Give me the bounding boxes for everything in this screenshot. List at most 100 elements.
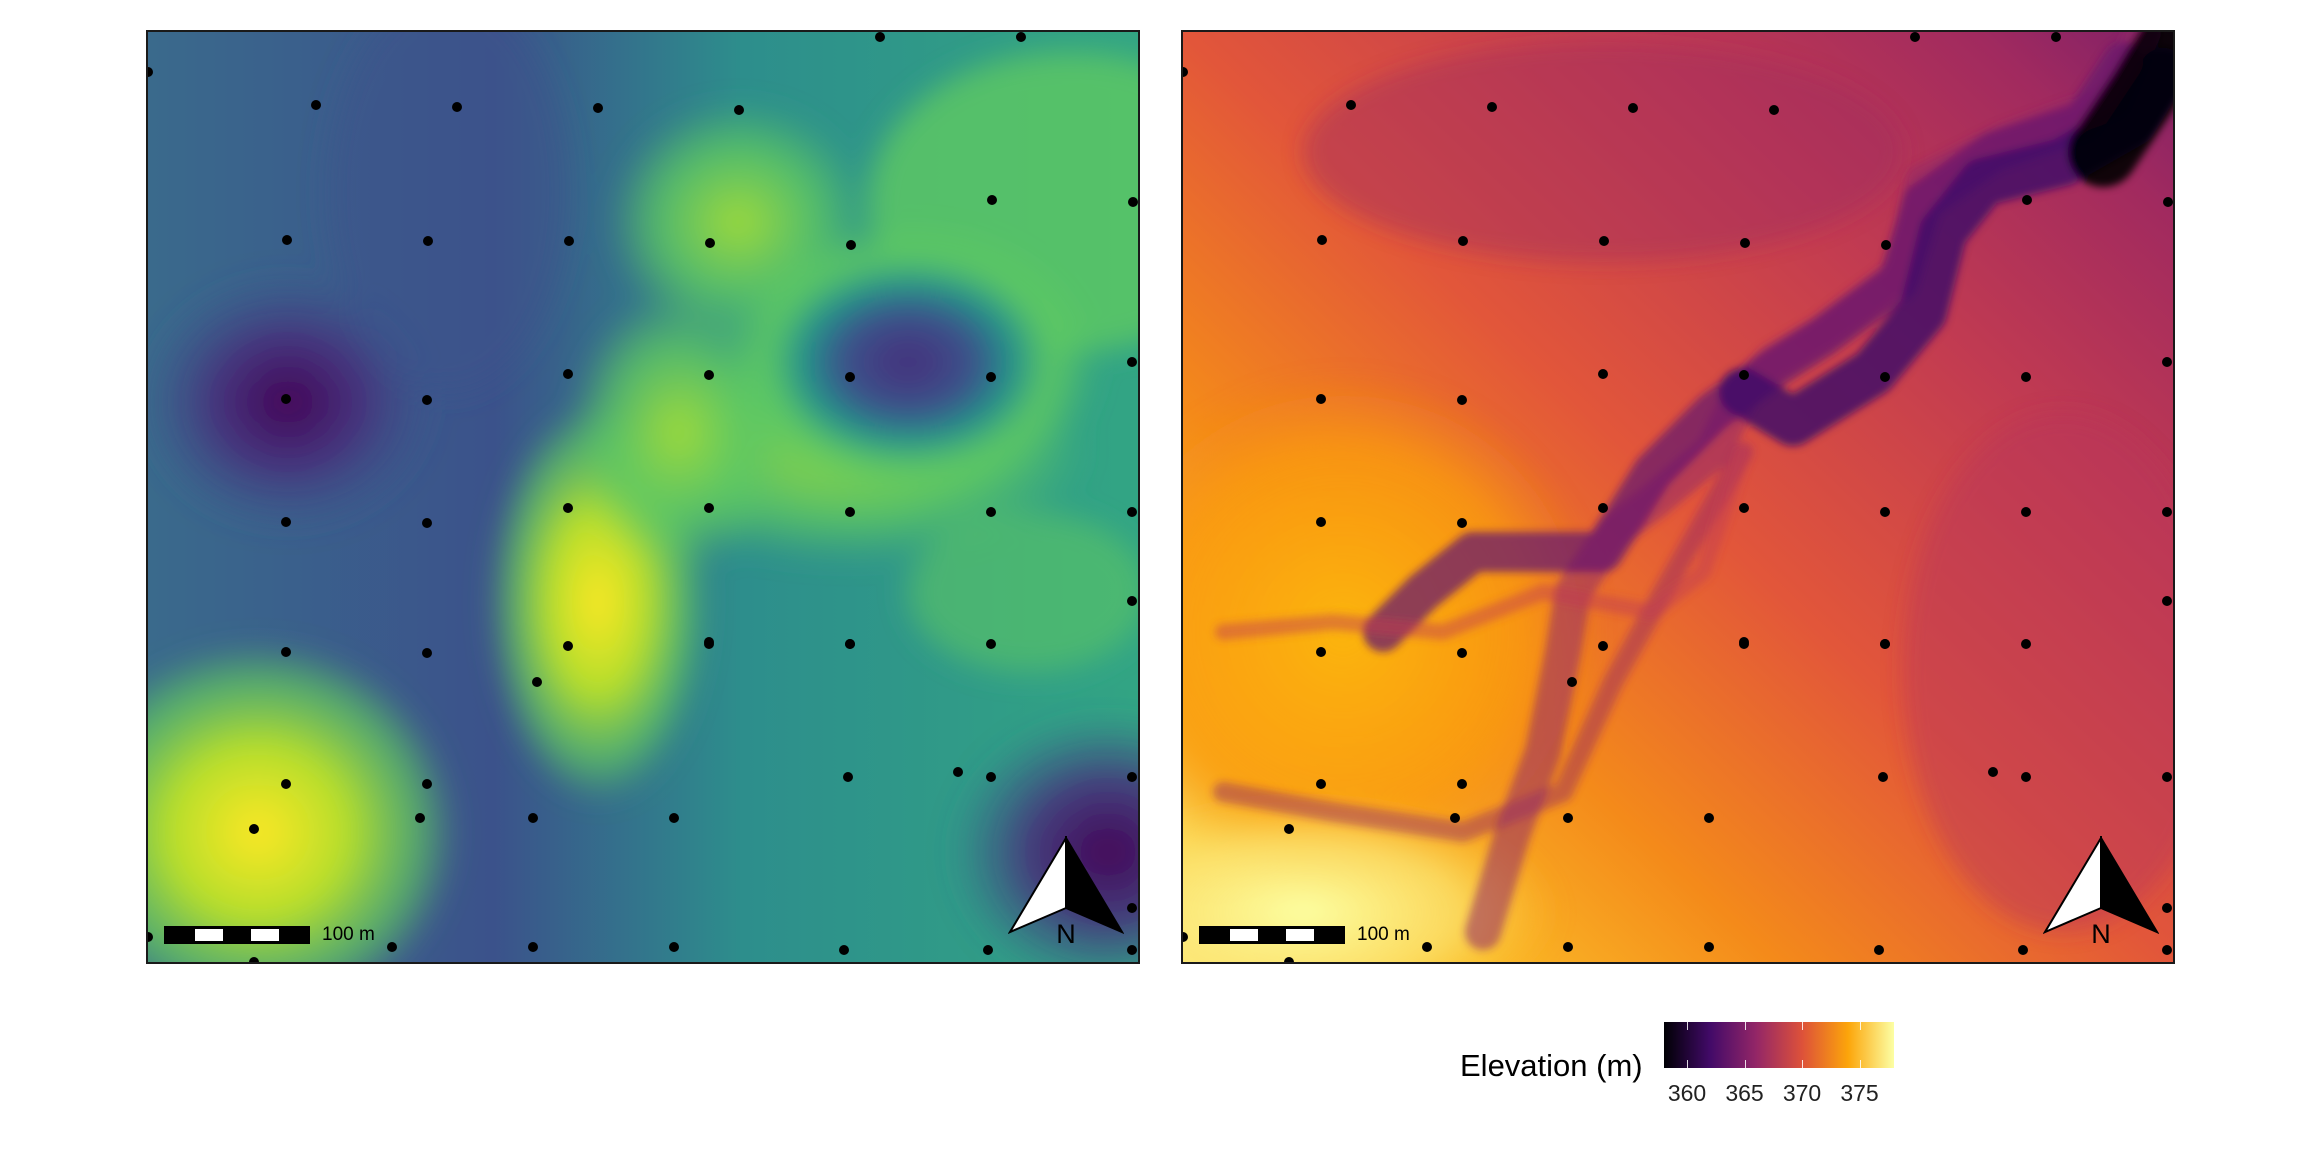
sample-point [532,677,542,687]
legend-tick-label: 375 [1840,1080,1879,1106]
sample-point [1183,67,1188,77]
sample-point [1598,641,1608,651]
sample-point [1880,507,1890,517]
sample-point [1458,236,1468,246]
sample-point [422,518,432,528]
sample-point [1316,647,1326,657]
sample-point [423,236,433,246]
elevation-legend: Elevation (m) 360 365 370 375 [1460,1018,1930,1138]
legend-title: Elevation (m) [1460,1048,1643,1083]
sample-point [1704,813,1714,823]
sample-point [983,945,993,955]
sample-point [1769,105,1779,115]
north-label: N [1056,919,1076,949]
scale-bar-label: 100 m [322,924,375,945]
sample-point [843,772,853,782]
sample-point [1739,503,1749,513]
sample-point [1457,395,1467,405]
scale-bar-icon [164,926,310,944]
sample-point [249,957,259,962]
legend-tick-label: 365 [1725,1080,1764,1106]
sample-point [249,824,259,834]
map-raster-left [148,32,1138,962]
sample-point [2021,772,2031,782]
sample-point [846,240,856,250]
sample-point [1127,357,1137,367]
sample-point [1016,32,1026,42]
sample-point [528,942,538,952]
legend-tick-label: 360 [1667,1080,1707,1106]
sample-point [563,641,573,651]
sample-point [2162,507,2172,517]
map-panel-left: 100 m N [146,30,1140,964]
sample-point [281,394,291,404]
north-arrow-icon [1008,836,1124,934]
sample-point [148,67,153,77]
sample-point [1317,235,1327,245]
sample-point [1740,238,1750,248]
north-arrow-icon [2043,836,2159,934]
sample-point [1457,648,1467,658]
legend-tick-mark [1744,1060,1746,1068]
sample-point [953,767,963,777]
scale-bar-icon [1199,926,1345,944]
legend-tick-mark [1859,1022,1861,1030]
sample-point [986,372,996,382]
sample-point [705,238,715,248]
sample-point [2018,945,2028,955]
sample-point [1457,779,1467,789]
sample-point [1598,369,1608,379]
sample-point [1487,102,1497,112]
map-panel-right: 100 m N [1181,30,2175,964]
legend-tick-mark [1687,1022,1688,1030]
scale-bar-right: 100 m [1199,924,1410,946]
sample-point [1878,772,1888,782]
sample-point [1284,824,1294,834]
sample-point [1628,103,1638,113]
sample-point [875,32,885,42]
scale-bar-left: 100 m [164,924,375,946]
sample-point [2162,596,2172,606]
sample-point [564,236,574,246]
sample-point [422,779,432,789]
sample-point [986,639,996,649]
sample-point [2163,197,2173,207]
legend-colorbar [1664,1022,1894,1068]
sample-point [704,503,714,513]
sample-point [845,639,855,649]
sample-point [2021,507,2031,517]
sample-points-right [1183,32,2173,962]
sample-point [452,102,462,112]
sample-point [1128,197,1138,207]
sample-point [1127,945,1137,955]
sample-point [1127,507,1137,517]
sample-point [1563,942,1573,952]
sample-point [1127,903,1137,913]
legend-tick-mark [1687,1060,1688,1068]
sample-point [2162,903,2172,913]
sample-point [986,507,996,517]
sample-point [1127,772,1137,782]
sample-point [2021,372,2031,382]
sample-point [1422,942,1432,952]
sample-point [282,235,292,245]
sample-point [2022,195,2032,205]
sample-point [986,772,996,782]
sample-points-left [148,32,1138,962]
sample-point [563,503,573,513]
sample-point [1346,100,1356,110]
sample-point [1910,32,1920,42]
sample-point [1881,240,1891,250]
sample-point [1457,518,1467,528]
sample-point [563,369,573,379]
sample-point [1284,957,1294,962]
sample-point [2162,772,2172,782]
sample-point [2021,639,2031,649]
legend-tick-mark [1744,1022,1746,1030]
sample-point [845,372,855,382]
sample-point [281,779,291,789]
sample-point [148,932,153,942]
sample-point [422,395,432,405]
sample-point [1880,639,1890,649]
sample-point [1599,236,1609,246]
